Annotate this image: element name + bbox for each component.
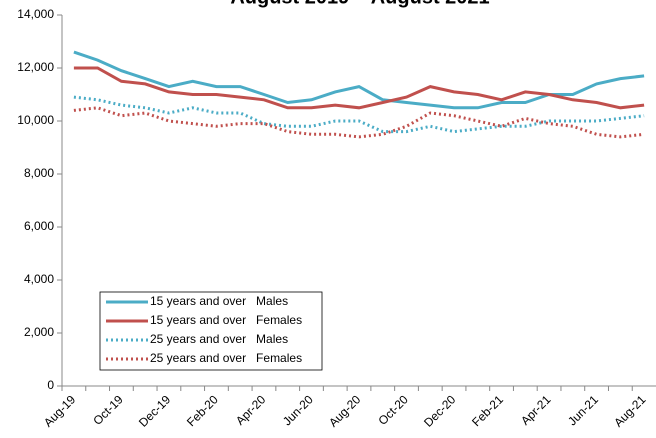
legend-label: 25 years and over Females — [150, 351, 302, 365]
x-tick-label: Oct-20 — [376, 392, 412, 428]
y-tick-label: 0 — [47, 378, 54, 392]
legend: 15 years and over Males 15 years and over… — [99, 291, 323, 371]
legend-label: 15 years and over Males — [150, 294, 288, 308]
chart-title: August 2019 – August 2021 — [230, 0, 489, 8]
y-tick-label: 12,000 — [17, 60, 54, 74]
series-line — [73, 106, 645, 139]
legend-box — [99, 291, 323, 371]
y-tick-label: 6,000 — [24, 219, 54, 233]
x-tick-label: Apr-20 — [233, 392, 269, 428]
y-tick-label: 4,000 — [24, 272, 54, 286]
series-line — [73, 95, 645, 134]
x-tick-label: Apr-21 — [518, 392, 554, 428]
x-tick-label: Aug-19 — [41, 392, 78, 429]
series-line — [73, 66, 645, 110]
x-tick-label: Jun-20 — [280, 392, 316, 428]
x-tick-label: Dec-20 — [421, 392, 458, 429]
y-tick-label: 8,000 — [24, 166, 54, 180]
y-tick-label: 2,000 — [24, 325, 54, 339]
series-line — [73, 50, 645, 110]
x-tick-label: Feb-20 — [184, 392, 221, 429]
x-tick-label: Dec-19 — [136, 392, 173, 429]
legend-label: 25 years and over Males — [150, 332, 288, 346]
x-tick-label: Aug-21 — [611, 392, 648, 429]
legend-label: 15 years and over Females — [150, 313, 302, 327]
x-tick-label: Oct-19 — [90, 392, 126, 428]
y-tick-label: 14,000 — [17, 7, 54, 21]
x-tick-label: Jun-21 — [565, 392, 601, 428]
x-tick-label: Feb-21 — [469, 392, 506, 429]
x-tick-label: Aug-20 — [326, 392, 363, 429]
y-tick-label: 10,000 — [17, 113, 54, 127]
